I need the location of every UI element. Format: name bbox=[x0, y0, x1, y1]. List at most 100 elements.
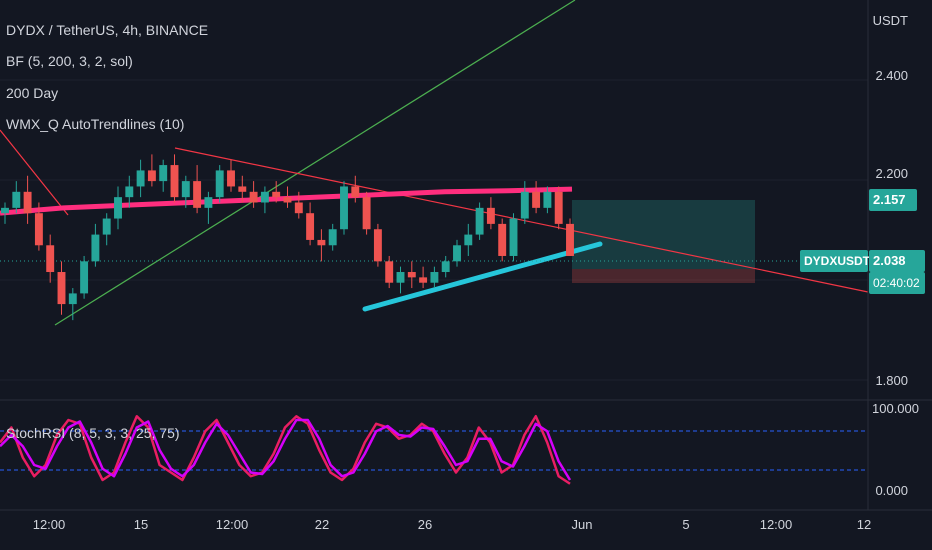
candle-body bbox=[204, 197, 213, 208]
candle-body bbox=[181, 181, 190, 198]
candle bbox=[114, 186, 122, 230]
stoch-rsi-series[interactable] bbox=[0, 415, 572, 485]
candle bbox=[80, 255, 89, 299]
candle-body bbox=[23, 191, 32, 214]
candle bbox=[136, 159, 145, 198]
time-tick: 12 bbox=[856, 517, 872, 532]
candle bbox=[498, 218, 507, 262]
candle bbox=[215, 165, 224, 203]
candle bbox=[340, 181, 348, 235]
candle bbox=[283, 186, 292, 208]
candle-body bbox=[554, 191, 563, 224]
long-position-stop-zone[interactable] bbox=[572, 269, 755, 283]
price-axis-currency: USDT bbox=[872, 13, 908, 28]
candle-body bbox=[419, 277, 428, 283]
candle-body bbox=[464, 234, 473, 246]
candle-body bbox=[136, 170, 145, 187]
price-tick: 2.400 bbox=[875, 68, 908, 83]
candle-body bbox=[543, 191, 552, 208]
time-tick: Jun bbox=[571, 517, 593, 532]
candle bbox=[351, 175, 360, 203]
candle bbox=[34, 202, 43, 251]
candle-body bbox=[159, 165, 168, 182]
red-trendline-short[interactable] bbox=[0, 129, 69, 216]
candle-body bbox=[317, 239, 326, 246]
current-price-tag: 2.038 bbox=[869, 250, 925, 272]
candle bbox=[509, 213, 518, 262]
time-tick: 12:00 bbox=[759, 517, 793, 532]
candle-countdown: 02:40:02 bbox=[869, 272, 925, 294]
candle bbox=[57, 261, 66, 315]
cyan-trendline[interactable] bbox=[362, 241, 603, 312]
candle bbox=[419, 266, 428, 289]
candle-body bbox=[193, 181, 202, 208]
candlestick-series[interactable] bbox=[1, 154, 574, 321]
time-tick: 22 bbox=[314, 517, 330, 532]
candle bbox=[362, 191, 371, 235]
candle bbox=[554, 186, 563, 230]
long-position-profit-zone[interactable] bbox=[572, 200, 755, 269]
candle bbox=[543, 186, 552, 214]
candle-body bbox=[170, 165, 179, 198]
candle bbox=[453, 239, 461, 267]
candle bbox=[441, 255, 450, 278]
candle-body bbox=[294, 202, 303, 214]
candle-body bbox=[407, 272, 416, 278]
candle-body bbox=[373, 229, 382, 262]
candle bbox=[566, 218, 574, 256]
time-tick: 26 bbox=[417, 517, 433, 532]
candle-body bbox=[396, 272, 405, 283]
candle-body bbox=[272, 191, 281, 198]
candle bbox=[147, 154, 156, 187]
candle bbox=[294, 191, 303, 219]
candle-body bbox=[283, 197, 292, 203]
candle bbox=[328, 223, 337, 251]
candle bbox=[1, 202, 9, 224]
candle-body bbox=[351, 186, 360, 198]
candle bbox=[23, 175, 32, 224]
candle bbox=[125, 175, 134, 208]
upper-price-tag: 2.157 bbox=[869, 189, 917, 211]
candle-body bbox=[249, 191, 258, 203]
indicator-legend-200day[interactable]: 200 Day bbox=[6, 85, 59, 101]
candle bbox=[46, 234, 55, 283]
green-trendline[interactable] bbox=[54, 0, 576, 326]
candle bbox=[227, 159, 235, 192]
candle-body bbox=[532, 191, 541, 208]
time-tick: 15 bbox=[133, 517, 149, 532]
time-tick: 12:00 bbox=[215, 517, 249, 532]
stoch-d-line bbox=[0, 418, 572, 481]
price-tick: 1.800 bbox=[875, 373, 908, 388]
candle bbox=[204, 191, 213, 224]
indicator-legend-autotrendlines[interactable]: WMX_Q AutoTrendlines (10) bbox=[6, 116, 185, 132]
oscillator-legend[interactable]: StochRSI (8, 5, 3, 3, 25, 75) bbox=[6, 425, 180, 441]
candle bbox=[170, 154, 179, 203]
candle bbox=[385, 255, 394, 289]
candle-body bbox=[91, 234, 100, 262]
candle bbox=[193, 165, 202, 214]
candle-body bbox=[486, 207, 495, 224]
candle-body bbox=[147, 170, 156, 182]
candle bbox=[396, 266, 405, 294]
candle-body bbox=[238, 186, 247, 192]
candle-body bbox=[57, 272, 66, 305]
candle bbox=[475, 202, 484, 240]
candle bbox=[407, 261, 416, 289]
candle-body bbox=[34, 213, 43, 246]
candle-body bbox=[227, 170, 235, 187]
candle bbox=[249, 181, 258, 208]
time-tick: 12:00 bbox=[32, 517, 66, 532]
candle-body bbox=[566, 223, 574, 256]
candle-body bbox=[80, 261, 89, 294]
indicator-legend-bf[interactable]: BF (5, 200, 3, 2, sol) bbox=[6, 53, 133, 69]
price-tick: 2.200 bbox=[875, 166, 908, 181]
candle-body bbox=[125, 186, 134, 198]
candle-body bbox=[340, 186, 348, 230]
candle bbox=[238, 175, 247, 203]
candle-body bbox=[114, 197, 122, 219]
candle-body bbox=[12, 191, 21, 208]
stoch-k-line bbox=[0, 415, 571, 485]
symbol-title[interactable]: DYDX / TetherUS, 4h, BINANCE bbox=[6, 22, 209, 38]
red-trendline[interactable] bbox=[174, 147, 869, 293]
